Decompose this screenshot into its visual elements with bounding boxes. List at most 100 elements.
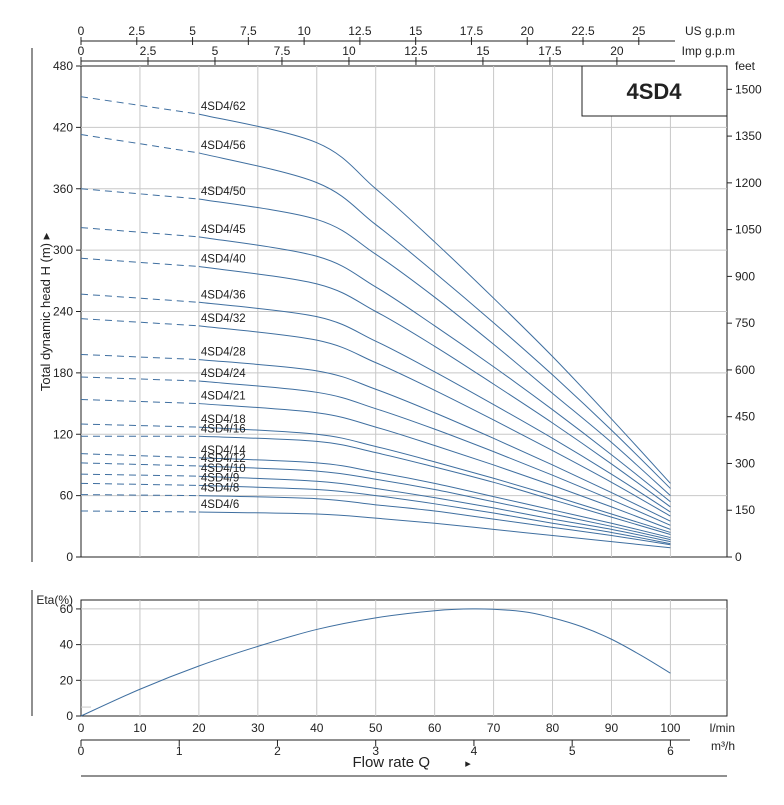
y-tick-label-feet: 900 xyxy=(735,269,755,283)
curve-label: 4SD4/50 xyxy=(201,186,246,198)
curve-4SD4-28 xyxy=(198,359,671,522)
curve-label: 4SD4/21 xyxy=(201,391,246,403)
curve-dashed-4SD4-10 xyxy=(80,473,199,477)
eta-plot-frame xyxy=(80,599,728,717)
y-tick-label-m: 420 xyxy=(53,120,73,134)
curve-4SD4-14 xyxy=(198,457,671,539)
y-tick-label-feet: 750 xyxy=(735,316,755,330)
us-gpm-tick-label: 17.5 xyxy=(460,24,484,38)
eta-y-tick-label: 0 xyxy=(66,709,73,723)
y-axis-title: Total dynamic head H (m) ▸ xyxy=(38,232,53,391)
us-gpm-tick-label: 5 xyxy=(189,24,196,38)
curve-label: 4SD4/9 xyxy=(201,472,239,484)
curve-label: 4SD4/40 xyxy=(201,253,246,265)
x-tick-label-lmin: 100 xyxy=(660,721,680,735)
y-tick-label-m: 300 xyxy=(53,243,73,257)
curve-dashed-4SD4-32 xyxy=(80,318,199,327)
imp-gpm-tick-label: 10 xyxy=(342,44,356,58)
us-gpm-tick-label: 25 xyxy=(632,24,646,38)
curve-dashed-4SD4-21 xyxy=(80,398,199,405)
curve-label: 4SD4/10 xyxy=(201,463,246,475)
curve-dashed-4SD4-18 xyxy=(80,423,199,428)
curve-4SD4-40 xyxy=(198,265,671,508)
us-gpm-unit: US g.p.m xyxy=(685,24,735,38)
y-tick-label-m: 180 xyxy=(53,366,73,380)
m3h-tick-label: 6 xyxy=(667,744,674,758)
x-tick-label-lmin: 90 xyxy=(605,721,619,735)
y-tick-label-feet: 450 xyxy=(735,410,755,424)
eta-y-tick-label: 40 xyxy=(60,638,74,652)
x-tick-label-lmin: 0 xyxy=(78,721,85,735)
imp-gpm-tick-label: 15 xyxy=(476,44,490,58)
y-tick-label-feet: 150 xyxy=(735,503,755,517)
x-tick-label-lmin: 50 xyxy=(369,721,383,735)
curve-label: 4SD4/28 xyxy=(201,347,246,359)
curve-label: 4SD4/8 xyxy=(201,483,239,495)
us-gpm-tick-label: 10 xyxy=(297,24,311,38)
eta-y-tick-label: 60 xyxy=(60,602,74,616)
eta-y-tick-label: 20 xyxy=(60,673,74,687)
curve-dashed-4SD4-6 xyxy=(80,510,199,513)
us-gpm-tick-label: 12.5 xyxy=(348,24,372,38)
us-gpm-tick-label: 15 xyxy=(409,24,423,38)
curve-dashed-4SD4-36 xyxy=(80,293,199,303)
curve-label: 4SD4/62 xyxy=(201,101,246,113)
curve-4SD4-9 xyxy=(198,484,671,545)
x-axis-title: Flow rate Q xyxy=(352,754,430,771)
us-gpm-tick-label: 22.5 xyxy=(571,24,595,38)
curve-4SD4-6 xyxy=(198,511,671,549)
x-tick-label-lmin: 70 xyxy=(487,721,501,735)
curve-4SD4-21 xyxy=(198,403,671,530)
curve-dashed-4SD4-28 xyxy=(80,353,199,361)
curve-dashed-4SD4-24 xyxy=(80,376,199,382)
imp-gpm-tick-label: 5 xyxy=(212,44,219,58)
curve-label: 4SD4/24 xyxy=(201,368,246,380)
curve-4SD4-24 xyxy=(198,380,671,526)
curve-label: 4SD4/32 xyxy=(201,313,246,325)
y-tick-label-m: 120 xyxy=(53,427,73,441)
y-tick-label-feet: 300 xyxy=(735,456,755,470)
curve-4SD4-18 xyxy=(198,426,671,533)
us-gpm-tick-label: 0 xyxy=(78,24,85,38)
y-tick-label-feet: 600 xyxy=(735,363,755,377)
m3h-tick-label: 5 xyxy=(569,744,576,758)
imp-gpm-tick-label: 0 xyxy=(78,44,85,58)
imp-gpm-tick-label: 2.5 xyxy=(140,44,157,58)
curve-dashed-4SD4-12 xyxy=(80,462,199,467)
y-tick-label-feet: 1050 xyxy=(735,223,762,237)
us-gpm-tick-label: 2.5 xyxy=(128,24,145,38)
curve-4SD4-16 xyxy=(198,435,671,535)
curve-4SD4-8 xyxy=(198,495,671,546)
y-tick-label-m: 360 xyxy=(53,182,73,196)
us-gpm-tick-label: 20 xyxy=(521,24,535,38)
m3h-unit: m³/h xyxy=(711,739,735,753)
curve-label: 4SD4/56 xyxy=(201,140,246,152)
eta-curve xyxy=(80,608,671,717)
x-tick-label-lmin: 60 xyxy=(428,721,442,735)
curve-label: 4SD4/6 xyxy=(201,499,239,511)
curve-label: 4SD4/45 xyxy=(201,224,246,236)
y-tick-label-feet: 1500 xyxy=(735,82,762,96)
curve-label: 4SD4/16 xyxy=(201,423,246,435)
m3h-tick-label: 0 xyxy=(78,744,85,758)
curve-dashed-4SD4-56 xyxy=(80,134,199,154)
y-tick-label-feet: 1350 xyxy=(735,129,762,143)
m3h-tick-label: 1 xyxy=(176,744,183,758)
y-unit-feet: feet xyxy=(735,59,756,73)
curve-4SD4-62 xyxy=(198,113,671,484)
m3h-tick-label: 2 xyxy=(274,744,281,758)
curve-dashed-4SD4-9 xyxy=(80,482,199,486)
m3h-tick-label: 3 xyxy=(372,744,379,758)
x-unit-lmin: l/min xyxy=(710,721,735,735)
imp-gpm-tick-label: 12.5 xyxy=(404,44,428,58)
curve-dashed-4SD4-62 xyxy=(80,96,199,115)
curve-4SD4-56 xyxy=(198,152,671,489)
curve-label: 4SD4/14 xyxy=(201,445,246,457)
x-tick-label-lmin: 80 xyxy=(546,721,560,735)
imp-gpm-tick-label: 17.5 xyxy=(538,44,562,58)
curve-label: 4SD4/18 xyxy=(201,414,246,426)
y-tick-label-m: 480 xyxy=(53,59,73,73)
imp-gpm-tick-label: 7.5 xyxy=(274,44,291,58)
curve-dashed-4SD4-40 xyxy=(80,257,199,267)
